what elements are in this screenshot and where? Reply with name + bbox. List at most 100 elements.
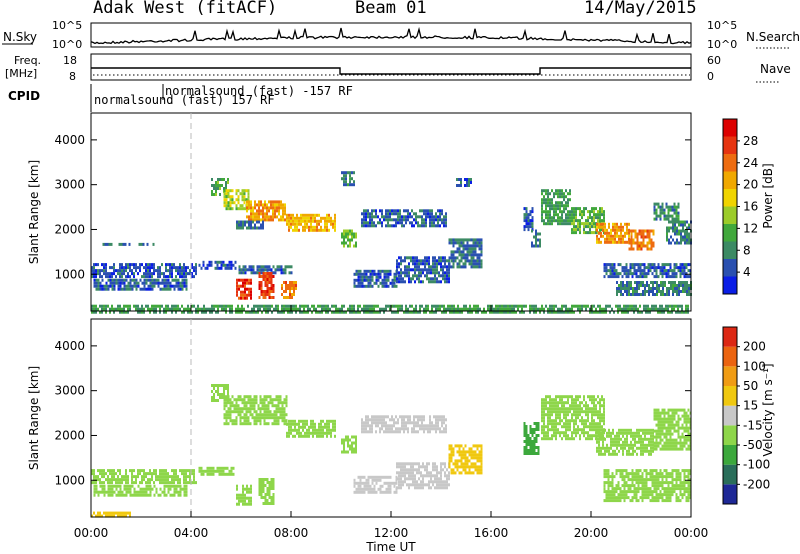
power-cell-1085 (395, 212, 397, 216)
power-cell-228 (119, 278, 122, 282)
power-cell-1229 (365, 275, 368, 279)
power-cell-1086 (395, 218, 397, 222)
power-cell-3001 (505, 307, 507, 311)
velocity-cell-1241 (414, 477, 416, 481)
power-cell-808 (290, 219, 292, 223)
velocity-cell-419 (260, 490, 263, 493)
power-cell-97 (147, 263, 149, 267)
power-cell-2208 (684, 229, 686, 233)
power-cell-2970 (479, 307, 481, 311)
power-cell-395 (242, 271, 245, 275)
power-cell-45 (117, 269, 119, 273)
power-cell-1866 (583, 210, 585, 214)
power-cell-2117 (659, 217, 662, 221)
velocity-cell-1266 (422, 474, 424, 478)
power-cell-145 (173, 263, 175, 267)
power-cell-3175 (665, 304, 667, 308)
power-cell-510 (262, 290, 265, 293)
velocity-cell-1047 (429, 430, 431, 434)
power-cell-2301 (639, 272, 642, 276)
velocity-cell-82 (137, 472, 139, 476)
velocity-cell-10 (95, 481, 97, 485)
power-cell-1766 (557, 216, 559, 220)
velocity-cell-355 (222, 466, 225, 470)
power-cell-2576 (115, 307, 117, 311)
velocity-cell-770 (298, 422, 300, 426)
velocity-cell-233 (119, 493, 122, 497)
power-cell-2257 (615, 272, 618, 276)
velocity-cell-1695 (567, 398, 569, 402)
power-cell-2270 (625, 263, 628, 267)
power-cell-1218 (361, 275, 364, 279)
velocity-cell-94 (143, 478, 145, 482)
power-cell-1569 (470, 247, 473, 251)
velocity-cell-19 (101, 472, 103, 476)
power-cell-1030 (369, 215, 371, 219)
velocity-cell-1131 (373, 484, 376, 488)
velocity-cell-1019 (417, 418, 419, 422)
power-cell-1150 (425, 224, 427, 228)
velocity-cell-694 (273, 419, 276, 423)
power-cell-756 (272, 200, 274, 204)
power-cell-2781 (307, 310, 309, 314)
power-cell-721 (258, 215, 260, 219)
power-cell-2190 (678, 229, 680, 233)
velocity-cell-1538 (537, 449, 540, 452)
power-cell-462 (240, 284, 242, 288)
velocity-cell-814 (316, 434, 318, 438)
velocity-cell-1448 (476, 444, 479, 448)
power-cell-1782 (561, 201, 563, 205)
power-cell-342 (118, 242, 121, 246)
velocity-cell-929 (375, 430, 377, 434)
power-cell-2558 (97, 307, 99, 311)
power-cell-1683 (539, 232, 541, 236)
velocity-cell-773 (298, 431, 300, 435)
power-cell-1926 (599, 228, 601, 232)
power-cell-856 (310, 213, 312, 217)
power-cell-189 (95, 278, 98, 282)
power-cell-1437 (436, 265, 438, 269)
power-cell-1470 (446, 259, 448, 263)
velocity-cell-304 (173, 487, 176, 491)
power-cell-1101 (401, 221, 403, 225)
velocity-cell-142 (169, 481, 171, 485)
power-cell-351 (152, 242, 155, 246)
power-cell-432 (274, 268, 277, 272)
power-cell-2158 (666, 229, 668, 233)
power-cell-1490 (450, 238, 453, 242)
velocity-cell-886 (355, 435, 357, 439)
power-cell-1661 (529, 225, 532, 229)
power-cell-3115 (609, 310, 611, 314)
power-cell-1601 (476, 262, 479, 266)
velocity-cell-1420 (468, 447, 471, 451)
power-cell-1842 (575, 213, 577, 217)
velocity-cell-920 (371, 427, 373, 431)
power-cell-1832 (573, 210, 575, 214)
power-cell-634 (227, 207, 230, 211)
power-cell-2922 (439, 304, 441, 308)
power-cell-1471 (446, 265, 448, 269)
velocity-cell-1352 (448, 447, 451, 451)
power-cell-188 (93, 284, 96, 288)
power-cell-2633 (171, 304, 173, 308)
power-cell-654 (237, 198, 240, 202)
power-cell-2952 (463, 307, 465, 311)
velocity-cell-1517 (533, 428, 536, 431)
power-cell-2702 (237, 310, 239, 314)
power-cell-362 (210, 263, 213, 267)
power-colorbar-swatch-0 (723, 276, 737, 294)
power-cell-2879 (397, 310, 399, 314)
power-cell-2485 (660, 281, 662, 284)
velocity-cell-597 (247, 416, 250, 420)
velocity-cell-1421 (468, 450, 471, 454)
power-cell-567 (289, 290, 291, 293)
power-cell-2967 (477, 304, 479, 308)
velocity-cell-1544 (541, 410, 543, 414)
velocity-cell-1202 (402, 480, 404, 484)
power-cell-1672 (533, 235, 535, 239)
velocity-cell-734 (283, 419, 286, 423)
velocity-cell-459 (272, 487, 275, 490)
power-cell-2138 (671, 205, 674, 209)
power-cell-295 (161, 287, 164, 291)
power-cell-569 (289, 296, 291, 299)
